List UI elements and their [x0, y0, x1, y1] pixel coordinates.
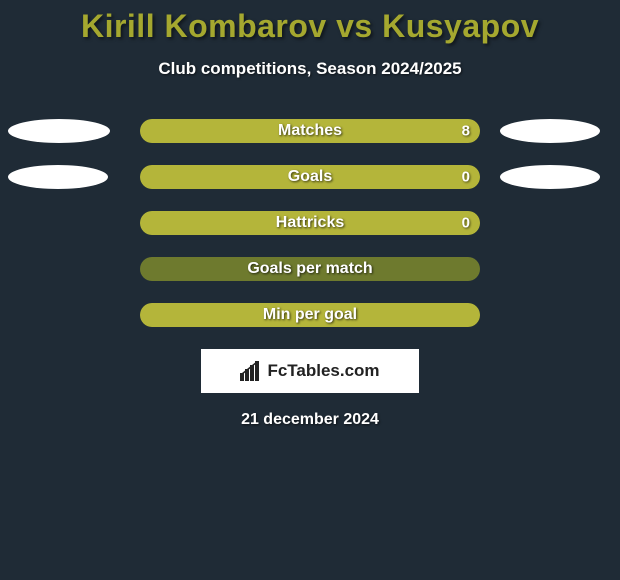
bar-label: Min per goal	[263, 306, 357, 324]
bar-track: Hattricks 0	[140, 211, 480, 235]
chart-row: Min per goal	[0, 303, 620, 327]
chart-row: Goals per match	[0, 257, 620, 281]
bar-track: Matches 8	[140, 119, 480, 143]
chart-row: Hattricks 0	[0, 211, 620, 235]
date-text: 21 december 2024	[0, 411, 620, 429]
left-ellipse	[8, 165, 108, 189]
bar-label: Goals	[288, 168, 332, 186]
bar-value-right: 0	[462, 215, 470, 232]
bar-value-right: 0	[462, 169, 470, 186]
chart-row: Matches 8	[0, 119, 620, 143]
right-ellipse	[500, 165, 600, 189]
chart-icon	[240, 361, 262, 381]
logo-text: FcTables.com	[267, 361, 379, 381]
bar-track: Goals 0	[140, 165, 480, 189]
bar-track: Min per goal	[140, 303, 480, 327]
comparison-chart: Matches 8 Goals 0 Hattricks 0 Goals per match M…	[0, 119, 620, 327]
left-ellipse	[8, 119, 110, 143]
bar-track: Goals per match	[140, 257, 480, 281]
logo-box: FcTables.com	[201, 349, 419, 393]
bar-label: Hattricks	[276, 214, 344, 232]
right-ellipse	[500, 119, 600, 143]
bar-label: Goals per match	[247, 260, 372, 278]
bar-value-right: 8	[462, 123, 470, 140]
chart-row: Goals 0	[0, 165, 620, 189]
canvas: Kirill Kombarov vs Kusyapov Club competi…	[0, 0, 620, 580]
subtitle: Club competitions, Season 2024/2025	[0, 59, 620, 79]
bar-label: Matches	[278, 122, 342, 140]
page-title: Kirill Kombarov vs Kusyapov	[0, 0, 620, 45]
